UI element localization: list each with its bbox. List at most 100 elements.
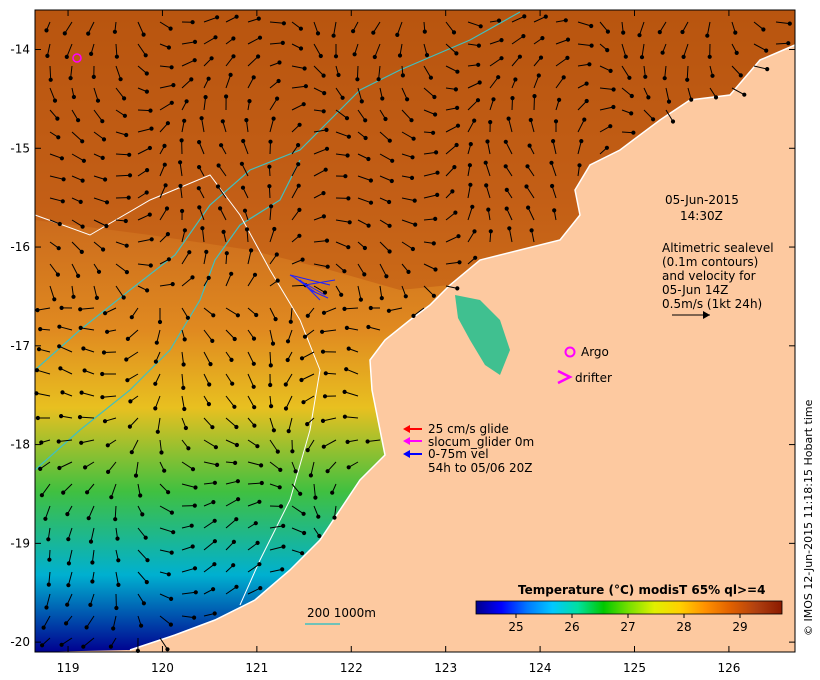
velocity-arrow [269,98,278,111]
velocity-arrow-head [210,425,215,430]
velocity-arrow-head [100,119,105,124]
velocity-arrow [269,118,275,133]
velocity-arrow-head [325,264,330,269]
velocity-arrow [487,141,491,155]
velocity-arrow [313,65,324,76]
velocity-arrow [467,21,481,27]
lon-tick-label: 124 [529,661,552,675]
velocity-arrow-head [565,55,570,61]
velocity-arrow [110,483,117,498]
velocity-arrow-head [169,550,174,555]
velocity-arrow-head [584,81,589,86]
velocity-arrow-head [162,143,167,148]
velocity-arrow-head [169,65,174,70]
velocity-arrow-head [662,76,667,81]
velocity-arrow-head [271,116,276,121]
velocity-arrow-head [324,146,330,151]
velocity-arrow-head [44,605,49,610]
velocity-arrow [37,307,51,311]
velocity-arrow [71,263,79,277]
velocity-arrow [201,228,205,243]
glide-legend-arrow [403,425,422,433]
velocity-arrow [157,417,161,432]
velocity-arrow-head [159,450,164,455]
velocity-arrow-head [710,73,715,78]
velocity-arrow [247,587,261,595]
velocity-arrow-head [643,74,648,79]
velocity-arrow-head [637,33,642,38]
velocity-arrow [335,109,348,119]
velocity-arrow-head [283,406,289,411]
velocity-arrow-head [496,75,501,80]
velocity-arrow-head [55,116,60,121]
lon-tick-label: 121 [245,661,268,675]
velocity-arrow-head [293,469,298,474]
velocity-arrow [247,250,252,265]
velocity-arrow-head [383,116,388,122]
velocity-arrow-head [475,98,481,103]
velocity-arrow [313,169,326,177]
velocity-arrow [269,417,275,431]
velocity-arrow-head [192,566,198,571]
velocity-arrow-head [144,190,149,195]
velocity-arrow-head [321,73,326,78]
velocity-arrow [269,329,274,344]
velocity-arrow-head [331,33,336,38]
velocity-arrow-head [322,290,328,295]
velocity-arrow-head [288,319,293,324]
velocity-arrow-head [302,66,307,71]
velocity-arrow [423,285,435,297]
velocity-arrow-head [64,54,69,60]
altimetry-line-4: 05-Jun 14Z [662,283,728,297]
velocity-arrow-head [44,28,49,33]
velocity-arrow-head [56,246,61,251]
velocity-arrow [269,439,279,452]
velocity-arrow-head [178,183,183,189]
velocity-arrow [683,43,689,58]
velocity-arrow-head [269,404,274,409]
velocity-arrow-head [101,350,107,355]
velocity-arrow [156,329,161,343]
velocity-arrow-head [94,295,100,300]
velocity-arrow-head [342,389,347,394]
velocity-arrow-head [504,206,509,211]
velocity-arrow-head [224,251,229,256]
velocity-arrow [731,87,745,96]
velocity-arrow [181,79,192,89]
velocity-arrow-head [324,127,329,132]
velocity-arrow [291,505,304,515]
velocity-arrow [423,87,435,98]
velocity-arrow [36,369,51,375]
velocity-arrow [485,185,491,199]
velocity-arrow-head [413,222,418,227]
velocity-arrow-head [124,270,130,275]
velocity-arrow-head [536,73,541,78]
velocity-arrow-head [65,602,70,607]
velocity-arrow-head [83,465,88,470]
velocity-arrow [467,120,475,133]
velocity-arrow-head [88,539,94,544]
velocity-arrow [137,43,147,56]
velocity-arrow-head [303,84,308,89]
velocity-arrow-head [81,346,86,351]
velocity-arrow-head [141,601,146,606]
velocity-arrow [551,162,557,177]
velocity-arrow [489,57,502,67]
velocity-arrow [247,37,261,45]
velocity-arrow [665,87,670,102]
velocity-arrow-head [236,497,241,502]
velocity-arrow-head [232,336,237,342]
velocity-arrow-head [192,615,197,620]
velocity-arrow-head [318,53,323,59]
velocity-arrow-head [230,381,235,386]
velocity-arrow-head [235,313,240,318]
velocity-arrow-head [216,163,221,168]
velocity-arrow [247,373,255,388]
lat-tick-label: -19 [10,536,30,550]
velocity-arrow-head [611,87,616,92]
velocity-arrow-head [476,62,481,67]
velocity-arrow-head [268,139,273,144]
velocity-arrow-head [111,626,116,631]
velocity-arrow [269,206,272,221]
velocity-arrow-head [203,95,208,100]
